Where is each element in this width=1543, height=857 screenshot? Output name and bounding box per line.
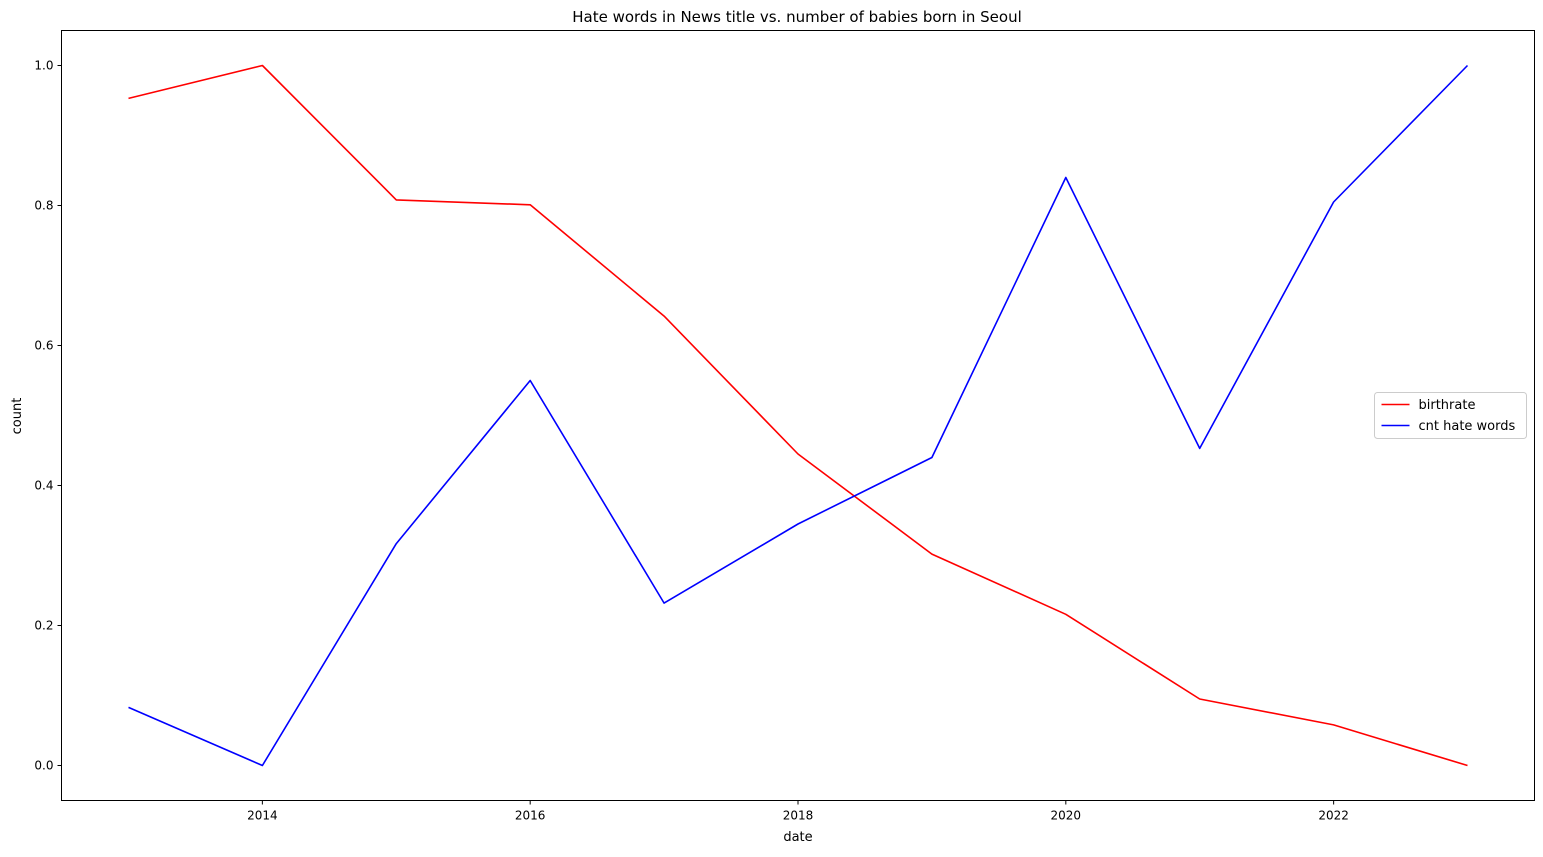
legend-box <box>1374 392 1527 439</box>
legend-label-1: cnt hate words <box>1419 419 1516 434</box>
x-tick-label: 2022 <box>1318 809 1349 823</box>
x-tick-label: 2018 <box>783 809 814 823</box>
series-line-0 <box>128 64 1468 767</box>
y-tick-label: 1.0 <box>34 59 53 73</box>
plot-area <box>128 64 1469 767</box>
series-line-1 <box>128 64 1469 767</box>
y-axis-ticks: 0.0 0.2 0.4 0.6 0.8 1.0 <box>34 59 62 773</box>
legend: birthrate cnt hate words <box>1374 392 1527 439</box>
x-tick-label: 2016 <box>515 809 546 823</box>
y-tick-label: 0.0 <box>34 759 53 773</box>
x-tick-label: 2020 <box>1051 809 1082 823</box>
chart-title: Hate words in News title vs. number of b… <box>572 8 1022 26</box>
y-tick-label: 0.6 <box>34 339 53 353</box>
y-axis-label: count <box>10 398 25 435</box>
x-tick-label: 2014 <box>247 809 278 823</box>
plot-frame <box>61 30 1535 801</box>
x-axis-ticks: 2014 2016 2018 2020 2022 <box>247 800 1349 823</box>
y-tick-label: 0.4 <box>34 479 53 493</box>
y-tick-label: 0.2 <box>34 619 53 633</box>
legend-label-0: birthrate <box>1419 398 1476 413</box>
y-tick-label: 0.8 <box>34 199 53 213</box>
x-axis-label: date <box>783 830 812 845</box>
